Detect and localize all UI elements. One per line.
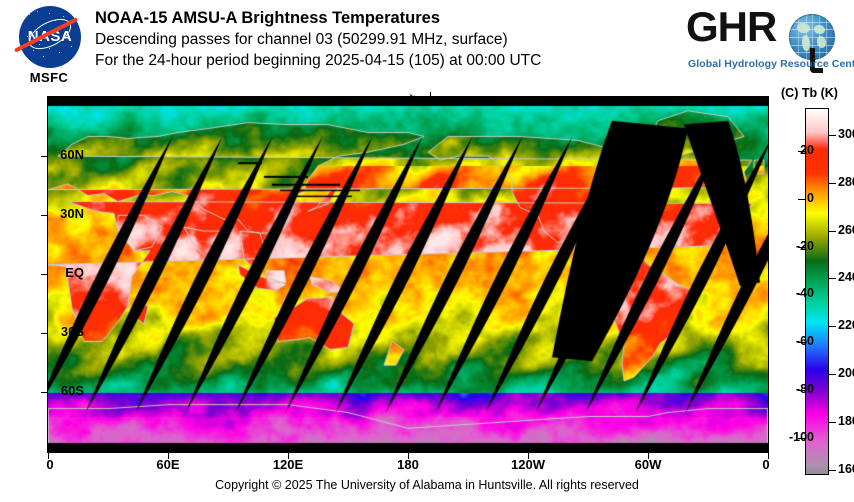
colorbar-gradient	[806, 109, 828, 474]
ytick-mark-60n	[41, 156, 48, 157]
ghrc-logo-hook	[810, 48, 823, 73]
colorbar-right-mark-180	[829, 422, 836, 423]
colorbar-left-mark-neg40	[798, 294, 805, 295]
colorbar-left-tick-neg100: -100	[788, 430, 814, 444]
ytick-mark-30n	[41, 215, 48, 216]
brightness-temperature-map[interactable]	[48, 97, 768, 452]
nasa-logo-star	[55, 20, 56, 21]
colorbar-right-tick-300: 300	[838, 127, 854, 141]
ytick-label-30n: 30N	[60, 206, 84, 221]
nasa-logo-star	[49, 48, 51, 50]
xtick-label-180: 180	[397, 457, 419, 472]
nasa-logo-star	[33, 50, 35, 52]
colorbar-right-tick-260: 260	[838, 223, 854, 237]
colorbar-right-tick-220: 220	[838, 318, 854, 332]
ytick-label-60n: 60N	[60, 147, 84, 162]
subtitle-channel: Descending passes for channel 03 (50299.…	[95, 31, 508, 48]
nasa-center-label: MSFC	[29, 70, 69, 85]
colorbar-left-tick-0: 0	[807, 191, 814, 205]
colorbar-right-mark-220	[829, 326, 836, 327]
colorbar-left-mark-0	[798, 199, 805, 200]
colorbar-right-tick-160: 160	[838, 462, 854, 476]
colorbar-right-tick-280: 280	[838, 175, 854, 189]
ytick-label-30s: 30S	[60, 324, 84, 339]
colorbar-right-mark-280	[829, 183, 836, 184]
xtick-mark-0w	[768, 452, 769, 459]
xtick-mark-120w	[528, 452, 529, 459]
ghrc-subtitle: Global Hydrology Resource Center	[688, 58, 854, 70]
nasa-logo-star	[43, 56, 45, 58]
nasa-logo-star	[29, 14, 30, 15]
nasa-logo-star	[65, 34, 66, 35]
xtick-label-60e: 60E	[156, 457, 180, 472]
subtitle-period: For the 24-hour period beginning 2025-04…	[95, 52, 542, 69]
colorbar-right-tick-240: 240	[838, 270, 854, 284]
xtick-mark-0e	[48, 452, 49, 459]
colorbar-left-tick-neg80: -80	[795, 382, 814, 396]
header: NASA MSFC NOAA-15 AMSU-A Brightness Temp…	[0, 0, 854, 90]
colorbar-left-mark-neg80	[798, 390, 805, 391]
ytick-label-eq: EQ	[65, 265, 84, 280]
colorbar-left-mark-neg100	[798, 438, 805, 439]
nasa-logo-star	[37, 11, 39, 13]
ytick-mark-60s	[41, 392, 48, 393]
colorbar[interactable]	[805, 108, 829, 475]
colorbar-left-tick-neg60: -60	[795, 334, 814, 348]
colorbar-right-mark-300	[829, 135, 836, 136]
xtick-mark-60w	[648, 452, 649, 459]
colorbar-right-mark-160	[829, 470, 836, 471]
colorbar-left-tick-20: 20	[800, 143, 814, 157]
map-raster	[48, 97, 768, 452]
map-border	[47, 96, 769, 453]
xtick-mark-60e	[168, 452, 169, 459]
ytick-mark-eq	[41, 274, 48, 275]
nasa-logo-star	[59, 52, 61, 54]
nasa-logo-star	[27, 36, 29, 38]
nasa-logo-star	[49, 13, 50, 14]
map-panel[interactable]	[47, 96, 769, 453]
colorbar-right-mark-260	[829, 231, 836, 232]
colorbar-right-tick-180: 180	[838, 414, 854, 428]
xtick-label-120w: 120W	[511, 457, 545, 472]
colorbar-right-tick-200: 200	[838, 366, 854, 380]
colorbar-left-mark-neg60	[798, 342, 805, 343]
xtick-label-120e: 120E	[272, 457, 304, 472]
ytick-label-60s: 60S	[60, 383, 84, 398]
nasa-logo-star	[71, 46, 73, 48]
colorbar-right-mark-200	[829, 374, 836, 375]
nasa-logo-star	[63, 16, 64, 17]
nasa-logo-star	[39, 44, 40, 45]
xtick-mark-180	[408, 452, 409, 459]
ytick-mark-30s	[41, 333, 48, 334]
title-block: NOAA-15 AMSU-A Brightness Temperatures D…	[95, 8, 670, 71]
ghrc-wordmark: GHR	[686, 3, 777, 50]
colorbar-right-mark-240	[829, 278, 836, 279]
xtick-label-0e: 0	[46, 457, 54, 472]
colorbar-left-tick-neg40: -40	[795, 286, 814, 300]
xtick-mark-120e	[288, 452, 289, 459]
xtick-label-0w: 0	[762, 457, 770, 472]
nasa-logo-sphere: NASA	[19, 6, 81, 68]
page-title: NOAA-15 AMSU-A Brightness Temperatures	[95, 9, 441, 27]
ghrc-logo: GHR Global Hydrology Resource Center	[686, 4, 854, 78]
copyright-notice: Copyright © 2025 The University of Alaba…	[215, 478, 639, 492]
xtick-label-60w: 60W	[634, 457, 662, 472]
colorbar-left-mark-neg20	[798, 247, 805, 248]
colorbar-left-tick-neg20: -20	[795, 239, 814, 253]
colorbar-header: (C) Tb (K)	[781, 86, 838, 100]
nasa-meatball-logo: NASA MSFC	[13, 6, 85, 88]
colorbar-left-mark-20	[798, 151, 805, 152]
